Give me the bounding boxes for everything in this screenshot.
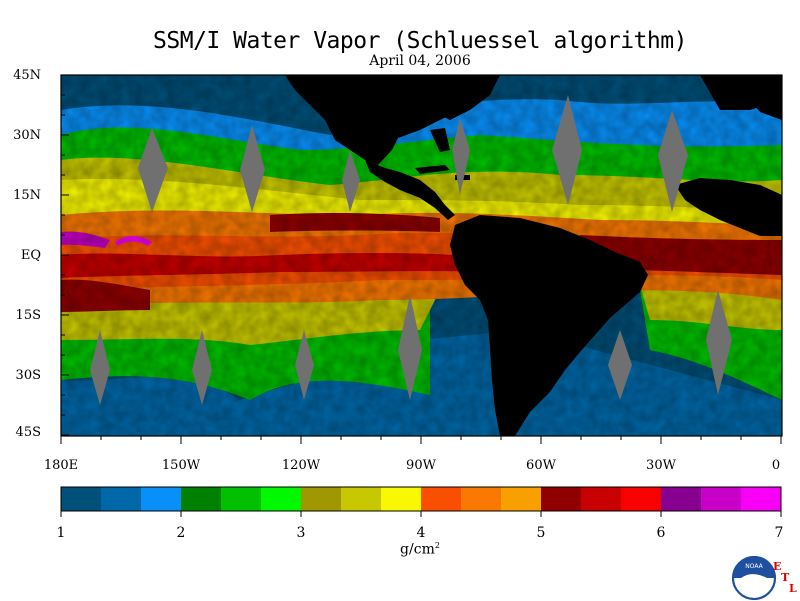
lat-label-30n: 30N [13,128,41,143]
colorbar-swatch [541,487,582,511]
colorbar-swatch [701,487,742,511]
lat-label-eq: EQ [20,248,41,263]
etl-letter-e: E [773,560,782,573]
lon-label-150w: 150W [161,458,201,473]
colorbar-swatch [181,487,222,511]
land-masses [285,75,782,436]
etl-letter-l: L [789,582,797,595]
colorbar-swatch [661,487,702,511]
colorbar-swatch [221,487,262,511]
vapor-field [61,75,782,436]
colorbar-label-7: 7 [774,525,784,541]
lat-label-45n: 45N [13,68,41,83]
colorbar-label-4: 4 [416,525,426,541]
lon-label-60w: 60W [526,458,556,473]
colorbar-swatch [301,487,342,511]
colorbar-label-5: 5 [536,525,546,541]
lon-label-120w: 120W [281,458,321,473]
colorbar-swatch [621,487,662,511]
colorbar-label-3: 3 [296,525,306,541]
lat-ticks [61,74,69,436]
colorbar-swatch [381,487,422,511]
units-superscript: 2 [434,541,440,550]
lon-label-180e: 180E [43,458,79,473]
colorbar-label-2: 2 [176,525,186,541]
lon-label-0: 0 [771,458,781,473]
colorbar-swatch [501,487,542,511]
lon-label-30w: 30W [646,458,676,473]
colorbar-ticks [60,511,782,517]
lat-label-15s: 15S [15,308,41,323]
colorbar-swatch [421,487,462,511]
colorbar-swatch [581,487,622,511]
map-date: April 04, 2006 [369,53,471,69]
colorbar-swatch [741,487,782,511]
lon-ticks [60,436,782,444]
colorbar-label-1: 1 [56,525,66,541]
lon-label-90w: 90W [406,458,436,473]
colorbar-swatch [61,487,102,511]
noaa-logo: NOAA [732,556,776,600]
colorbar-swatch [101,487,142,511]
data-gaps [90,95,732,405]
etl-letter-t: T [781,571,790,584]
lat-label-30s: 30S [15,368,41,383]
colorbar-swatch [461,487,502,511]
lat-label-15n: 15N [13,188,41,203]
colorbar [60,486,782,512]
colorbar-swatch [141,487,182,511]
colorbar-units: g/cm2 [390,541,450,558]
units-text: g/cm [400,541,435,558]
map-title: SSM/I Water Vapor (Schluessel algorithm) [153,28,687,54]
logo-text: NOAA [745,563,763,570]
lat-label-45s: 45S [15,425,41,440]
colorbar-swatch [341,487,382,511]
colorbar-label-6: 6 [656,525,666,541]
colorbar-swatch [261,487,302,511]
